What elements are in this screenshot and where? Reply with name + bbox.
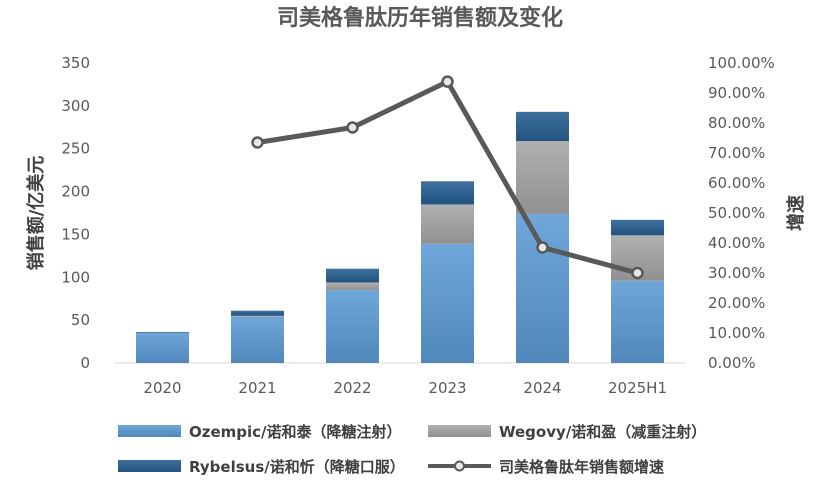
y-tick-label: 350 (61, 54, 90, 72)
bar-segment-1 (326, 290, 379, 363)
y2-tick-label: 30.00% (708, 264, 765, 282)
y2-tick-label: 100.00% (708, 54, 775, 72)
bar-segment-3 (421, 181, 474, 205)
growth-rate-point (251, 136, 264, 149)
y2-axis-title: 增速 (785, 195, 807, 231)
y-tick-label: 250 (61, 140, 90, 158)
bar-segment-3 (611, 219, 664, 236)
bar-segment-3 (516, 111, 569, 141)
y2-tick-label: 70.00% (708, 144, 765, 162)
plot-area: 0 50 100 150 200 250 300 350 0.00% 10.00% 20.00% 30… (61, 54, 774, 397)
chart-title: 司美格鲁肽历年销售额及变化 (277, 5, 563, 31)
y-axis-title: 销售额/亿美元 (25, 156, 47, 271)
x-tick-label: 2022 (333, 379, 371, 397)
legend-swatch-2 (428, 425, 491, 437)
y2-tick-label: 80.00% (708, 114, 765, 132)
y2-tick-label: 90.00% (708, 84, 765, 102)
legend-label-1: Ozempic/诺和泰（降糖注射） (189, 423, 402, 441)
y-tick-label: 150 (61, 225, 90, 243)
bar-segment-3 (136, 332, 189, 333)
y2-tick-label: 10.00% (708, 324, 765, 342)
y2-tick-label: 50.00% (708, 204, 765, 222)
legend-swatch-marker (454, 460, 465, 472)
growth-rate-point (346, 121, 359, 134)
x-tick-label: 2023 (428, 379, 466, 397)
bar-segment-2 (516, 141, 569, 214)
legend-swatch-3 (118, 460, 181, 472)
bar-segment-2 (421, 204, 474, 244)
bar-segment-1 (421, 243, 474, 363)
x-tick-label: 2020 (143, 379, 181, 397)
y-tick-label: 300 (61, 97, 90, 115)
bar-segment-2 (231, 315, 284, 317)
x-tick-label: 2024 (523, 379, 561, 397)
bar-segment-3 (326, 268, 379, 283)
y-tick-label: 50 (71, 311, 90, 329)
bar-segment-1 (231, 316, 284, 363)
y2-tick-label: 20.00% (708, 294, 765, 312)
growth-rate-point (441, 75, 454, 88)
y2-tick-label: 60.00% (708, 174, 765, 192)
growth-rate-point (536, 241, 549, 254)
legend-label-4: 司美格鲁肽年销售额增速 (499, 458, 664, 476)
x-tick-label: 2025H1 (608, 379, 667, 397)
bar-segment-1 (516, 213, 569, 363)
y-tick-label: 0 (80, 354, 90, 372)
y2-tick-label: 40.00% (708, 234, 765, 252)
legend: Ozempic/诺和泰（降糖注射） Wegovy/诺和盈（减重注射） Rybelsu… (118, 423, 706, 476)
legend-label-2: Wegovy/诺和盈（减重注射） (499, 423, 706, 441)
y2-tick-label: 0.00% (708, 354, 756, 372)
legend-label-3: Rybelsus/诺和忻（降糖口服） (189, 458, 405, 476)
growth-rate-point (631, 266, 644, 280)
y-tick-label: 200 (61, 183, 90, 201)
bar-segment-1 (611, 280, 664, 363)
bar-segment-1 (136, 333, 189, 363)
bar-segment-3 (231, 310, 284, 316)
legend-swatch-1 (118, 425, 181, 437)
bar-segment-2 (326, 282, 379, 291)
x-tick-label: 2021 (238, 379, 276, 397)
y-tick-label: 100 (61, 268, 90, 286)
